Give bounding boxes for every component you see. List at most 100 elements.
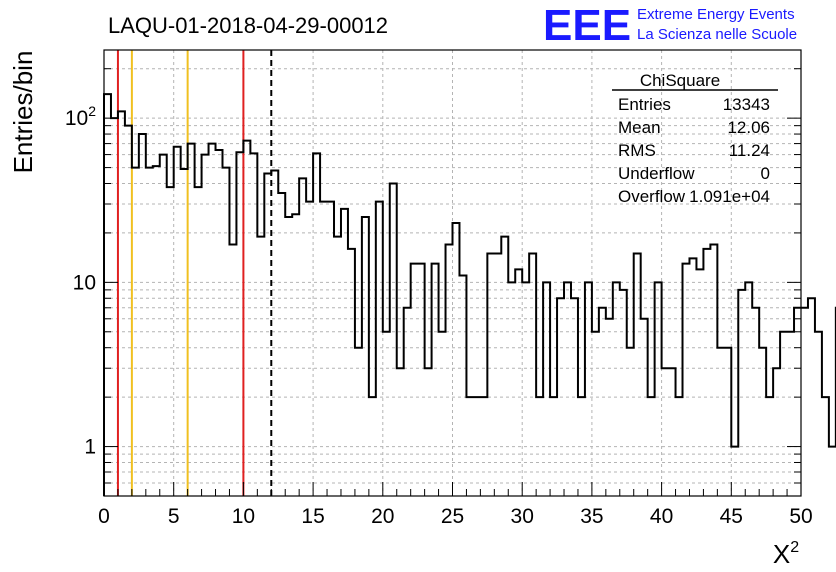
stats-title: ChiSquare [640,71,720,90]
histogram-bin [801,308,808,496]
stats-value: 12.06 [727,118,770,137]
histogram-bin [564,282,571,496]
histogram-bin [627,348,634,496]
histogram-bin [655,282,662,496]
stats-label: RMS [618,141,656,160]
histogram-bin [139,134,146,496]
x-tick-label: 0 [98,505,110,528]
x-tick-label: 10 [232,505,255,528]
histogram-bin [453,223,460,496]
histogram-bin [181,169,188,496]
histogram-bin [669,368,676,496]
histogram-bin [362,217,369,496]
histogram-bin [641,319,648,496]
stats-label: Mean [618,118,661,137]
x-tick-label: 40 [650,505,673,528]
histogram-bin [578,397,585,496]
histogram-bin [794,308,801,496]
histogram-bin [676,397,683,496]
y-tick-label: 102 [65,103,96,130]
histogram-bin [515,269,522,496]
histogram-bin [508,282,515,496]
histogram-bin [829,447,836,496]
stats-value: 1.091e+04 [689,187,770,206]
histogram-bin [557,298,564,496]
histogram-bin [243,141,250,496]
x-tick-label: 35 [580,505,603,528]
histogram-bin [111,118,118,496]
stats-label: Underflow [618,164,695,183]
histogram-bin [439,332,446,496]
x-tick-label: 25 [441,505,464,528]
histogram-bin [529,253,536,496]
histogram-bin [787,332,794,496]
histogram-bin [696,269,703,496]
histogram-bin [710,245,717,496]
histogram-bin [313,153,320,496]
histogram-bin [466,397,473,496]
x-tick-label: 5 [168,505,180,528]
x-tick-label: 20 [371,505,394,528]
histogram-bin [662,368,669,496]
histogram-bin [174,147,181,496]
x-tick-label: 45 [720,505,743,528]
x-tick-label: 50 [789,505,812,528]
histogram-bin [724,348,731,496]
histogram-bin [341,209,348,496]
x-tick-label: 15 [301,505,324,528]
histogram-bin [153,166,160,496]
histogram-bin [571,298,578,496]
histogram-bin [599,308,606,496]
histogram-bin [285,217,292,496]
histogram-bin [536,397,543,496]
x-tick-label: 30 [511,505,534,528]
histogram-bin [717,348,724,496]
histogram-bin [397,368,404,496]
histogram-bin [404,308,411,496]
histogram-bin [822,397,829,496]
histogram-bin [222,168,229,496]
histogram-bin [320,202,327,496]
histogram-bin [459,276,466,496]
histogram-bin [188,144,195,496]
histogram-bin [689,258,696,496]
histogram-bin [606,319,613,496]
histogram-bin [271,170,278,496]
histogram-bin [167,187,174,496]
histogram-bin [731,447,738,496]
histogram-bin [306,202,313,496]
histogram-bin [752,308,759,496]
histogram-bin [390,183,397,496]
histogram-bin [773,368,780,496]
histogram-bin [473,397,480,496]
y-axis-label: Entries/bin [8,51,38,174]
histogram-bin [160,155,167,496]
histogram-bin [327,202,334,496]
chart-title: LAQU-01-2018-04-29-00012 [108,13,388,38]
histogram-bin [355,348,362,496]
histogram-bin [815,332,822,496]
histogram-bin [543,282,550,496]
histogram-bin [411,264,418,496]
histogram-bin [118,111,125,496]
histogram-bin [494,253,501,496]
stats-label: Overflow [618,187,686,206]
stats-label: Entries [618,95,671,114]
eee-logo: EEE Extreme Energy Events La Scienza nel… [543,1,797,50]
histogram-bin [446,245,453,496]
histogram-bin [648,397,655,496]
histogram-bin [369,397,376,496]
histogram-bin [146,168,153,496]
histogram-bin [480,397,487,496]
histogram-bin [703,249,710,496]
histogram-bin [257,237,264,496]
stats-value: 11.24 [729,141,770,160]
plot-frame [103,49,802,497]
histogram-bin [195,187,202,496]
logo-line-1: Extreme Energy Events [637,6,795,23]
histogram-bin [216,150,223,496]
stats-value: 0 [761,164,770,183]
histogram-bin [425,368,432,496]
stats-value: 13343 [723,95,770,114]
